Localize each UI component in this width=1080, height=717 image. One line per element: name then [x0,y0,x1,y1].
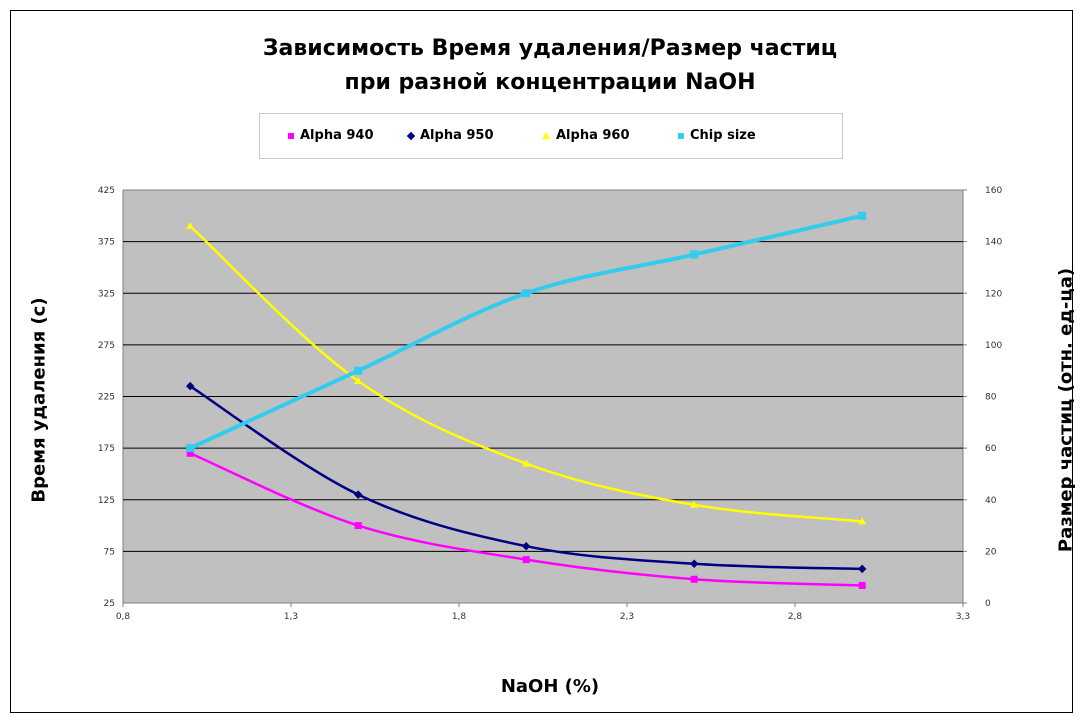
data-point-alpha-960 [354,377,363,385]
y-left-tick-label: 325 [98,289,115,299]
legend-item-alpha-950: Alpha 950 [406,114,494,158]
data-point-alpha-950 [185,381,195,391]
y-right-tick-label: 0 [985,599,991,609]
y-right-tick-label: 80 [985,393,997,403]
chart-title-line-2: при разной концентрации NaOH [344,70,756,95]
y-left-tick-label: 375 [98,238,115,248]
data-point-alpha-950 [857,564,867,574]
y-right-tick-label: 60 [985,444,997,454]
data-point-alpha-960 [690,500,699,508]
legend-label-alpha-940: Alpha 940 [300,128,374,143]
chart-legend: Alpha 940 Alpha 950 Alpha 960 Chip size [259,113,843,159]
y-left-tick-label: 275 [98,341,115,351]
y-right-tick-label: 160 [985,186,1002,196]
legend-label-alpha-960: Alpha 960 [556,128,630,143]
x-tick-label: 1,3 [284,612,298,622]
data-point-chip-size [354,366,363,375]
legend-item-alpha-940: Alpha 940 [288,114,374,158]
data-point-alpha-950 [521,541,531,551]
y-left-tick-label: 175 [98,444,115,454]
chart-title-line-1: Зависимость Время удаления/Размер частиц [262,36,838,61]
y-right-tick-label: 20 [985,547,997,557]
x-tick-label: 2,3 [620,612,634,622]
x-tick-label: 0,8 [116,612,131,622]
y-right-tick-label: 120 [985,289,1002,299]
y-left-tick-label: 75 [104,547,115,557]
y-left-tick-label: 425 [98,186,115,196]
y-left-tick-label: 225 [98,393,115,403]
x-tick-label: 2,8 [788,612,803,622]
data-point-alpha-950 [353,490,363,499]
data-point-alpha-940 [522,556,530,564]
legend-marker-alpha-960 [542,132,550,139]
data-point-chip-size [858,211,867,220]
y-right-tick-label: 100 [985,341,1002,351]
data-point-alpha-960 [186,222,195,230]
y-right-tick-label: 40 [985,496,997,506]
legend-label-chip-size: Chip size [690,128,756,143]
data-point-alpha-940 [690,575,698,583]
y-axis-right-label: Размер частиц (отн. ед-ца) [1055,267,1077,553]
data-point-alpha-960 [858,517,867,525]
data-point-alpha-950 [689,559,699,569]
legend-label-alpha-950: Alpha 950 [420,128,494,143]
legend-item-alpha-960: Alpha 960 [542,114,630,158]
y-axis-left-label: Время удаления (с) [28,297,50,503]
data-point-chip-size [186,444,195,453]
data-point-alpha-940 [858,581,866,589]
chart-title: Зависимость Время удаления/Размер частиц… [0,32,1080,100]
y-left-tick-label: 125 [98,496,115,506]
y-left-tick-label: 25 [104,599,115,609]
x-axis-label: NaOH (%) [500,676,600,697]
y-right-tick-label: 140 [985,238,1002,248]
legend-marker-chip-size [678,132,684,139]
data-point-chip-size [690,250,699,259]
x-tick-label: 1,8 [452,612,467,622]
data-point-chip-size [522,289,531,298]
legend-item-chip-size: Chip size [678,114,756,158]
data-point-alpha-940 [186,449,194,457]
x-tick-label: 3,3 [956,612,970,622]
legend-marker-alpha-940 [288,132,294,139]
data-point-alpha-940 [354,522,362,530]
data-point-alpha-960 [522,459,531,467]
